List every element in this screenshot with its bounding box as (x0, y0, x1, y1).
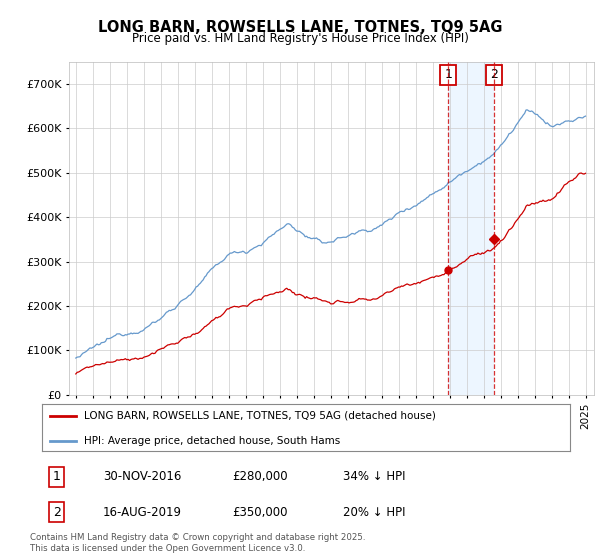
Text: £350,000: £350,000 (232, 506, 287, 519)
Text: £280,000: £280,000 (232, 470, 288, 483)
Text: 16-AUG-2019: 16-AUG-2019 (103, 506, 182, 519)
Text: 34% ↓ HPI: 34% ↓ HPI (343, 470, 406, 483)
Text: 20% ↓ HPI: 20% ↓ HPI (343, 506, 406, 519)
Bar (448, 62, 494, 395)
Text: 2: 2 (490, 68, 498, 81)
Text: 1: 1 (444, 68, 452, 81)
Text: 2: 2 (53, 506, 61, 519)
Text: HPI: Average price, detached house, South Hams: HPI: Average price, detached house, Sout… (84, 436, 340, 446)
Text: 1: 1 (53, 470, 61, 483)
Text: 30-NOV-2016: 30-NOV-2016 (103, 470, 181, 483)
Text: Price paid vs. HM Land Registry's House Price Index (HPI): Price paid vs. HM Land Registry's House … (131, 32, 469, 45)
Text: Contains HM Land Registry data © Crown copyright and database right 2025.
This d: Contains HM Land Registry data © Crown c… (30, 533, 365, 553)
Text: LONG BARN, ROWSELLS LANE, TOTNES, TQ9 5AG (detached house): LONG BARN, ROWSELLS LANE, TOTNES, TQ9 5A… (84, 411, 436, 421)
Text: LONG BARN, ROWSELLS LANE, TOTNES, TQ9 5AG: LONG BARN, ROWSELLS LANE, TOTNES, TQ9 5A… (98, 20, 502, 35)
